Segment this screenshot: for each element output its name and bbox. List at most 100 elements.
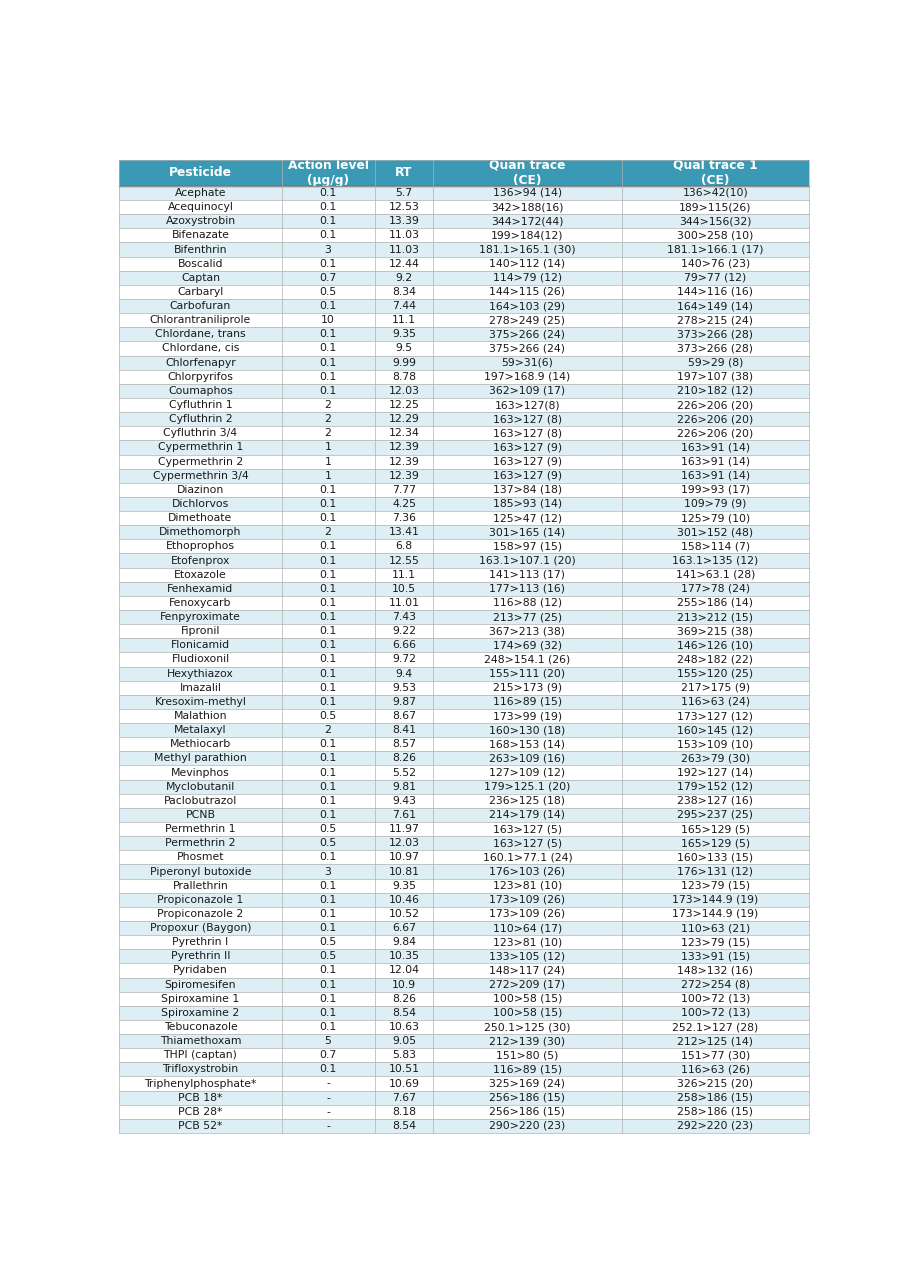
Text: 11.03: 11.03 xyxy=(389,244,419,255)
Bar xyxy=(433,553,622,567)
Text: Carbofuran: Carbofuran xyxy=(169,301,231,311)
Text: 0.1: 0.1 xyxy=(320,343,337,353)
Bar xyxy=(282,398,375,412)
Bar xyxy=(433,709,622,723)
Bar xyxy=(375,822,433,836)
Text: 0.1: 0.1 xyxy=(320,696,337,707)
Text: 173>144.9 (19): 173>144.9 (19) xyxy=(672,895,758,905)
Text: 8.57: 8.57 xyxy=(392,740,416,749)
Bar xyxy=(622,370,809,384)
Bar xyxy=(375,1076,433,1091)
Text: 59>31(6): 59>31(6) xyxy=(502,357,554,367)
Text: 1: 1 xyxy=(324,457,332,467)
Text: 0.5: 0.5 xyxy=(320,937,337,947)
Bar xyxy=(120,836,282,850)
Text: 0.1: 0.1 xyxy=(320,584,337,594)
Bar xyxy=(375,412,433,426)
Bar xyxy=(120,695,282,709)
Text: Etoxazole: Etoxazole xyxy=(174,570,226,580)
Text: 0.1: 0.1 xyxy=(320,768,337,777)
Text: 165>129 (5): 165>129 (5) xyxy=(680,824,750,835)
Text: 181.1>165.1 (30): 181.1>165.1 (30) xyxy=(479,244,575,255)
Text: 325>169 (24): 325>169 (24) xyxy=(489,1079,565,1088)
Bar xyxy=(622,950,809,964)
Text: 0.1: 0.1 xyxy=(320,230,337,241)
Text: Action level
(μg/g): Action level (μg/g) xyxy=(287,159,369,187)
Text: 199>93 (17): 199>93 (17) xyxy=(680,485,750,495)
Text: 136>94 (14): 136>94 (14) xyxy=(493,188,562,198)
Bar xyxy=(282,978,375,992)
Text: 0.1: 0.1 xyxy=(320,513,337,524)
Text: Methyl parathion: Methyl parathion xyxy=(154,754,246,763)
Text: 212>125 (14): 212>125 (14) xyxy=(678,1036,754,1046)
Text: 144>115 (26): 144>115 (26) xyxy=(489,287,565,297)
Bar xyxy=(375,200,433,214)
Text: 9.81: 9.81 xyxy=(392,782,416,792)
Text: 12.29: 12.29 xyxy=(389,415,419,424)
Bar xyxy=(282,328,375,342)
Bar xyxy=(433,978,622,992)
Bar xyxy=(282,611,375,625)
Bar xyxy=(433,300,622,314)
Bar xyxy=(375,567,433,581)
Bar xyxy=(120,709,282,723)
Text: Pyridaben: Pyridaben xyxy=(173,965,228,975)
Bar xyxy=(120,808,282,822)
Bar xyxy=(282,822,375,836)
Text: 11.03: 11.03 xyxy=(389,230,419,241)
Bar xyxy=(433,1076,622,1091)
Bar xyxy=(120,964,282,978)
Bar xyxy=(282,370,375,384)
Text: Permethrin 2: Permethrin 2 xyxy=(165,838,236,849)
Text: 272>254 (8): 272>254 (8) xyxy=(680,979,750,989)
Text: 256>186 (15): 256>186 (15) xyxy=(489,1093,565,1102)
Bar xyxy=(433,228,622,242)
Text: Pesticide: Pesticide xyxy=(169,166,232,179)
Bar xyxy=(433,483,622,497)
Bar xyxy=(375,497,433,511)
Text: 79>77 (12): 79>77 (12) xyxy=(684,273,747,283)
Bar xyxy=(433,497,622,511)
Text: Chlordane, trans: Chlordane, trans xyxy=(155,329,246,339)
Text: 367>213 (38): 367>213 (38) xyxy=(489,626,565,636)
Text: 0.5: 0.5 xyxy=(320,710,337,721)
Text: 9.72: 9.72 xyxy=(392,654,416,664)
Bar xyxy=(120,1091,282,1105)
Bar xyxy=(282,639,375,653)
Bar xyxy=(282,922,375,936)
Bar xyxy=(433,836,622,850)
Bar xyxy=(433,454,622,468)
Bar xyxy=(120,581,282,596)
Bar xyxy=(282,625,375,639)
Text: 10.63: 10.63 xyxy=(389,1021,419,1032)
Text: 0.5: 0.5 xyxy=(320,287,337,297)
Bar xyxy=(282,1034,375,1048)
Bar xyxy=(282,468,375,483)
Bar xyxy=(622,567,809,581)
Text: 5.52: 5.52 xyxy=(392,768,416,777)
Bar xyxy=(282,906,375,922)
Bar xyxy=(433,751,622,765)
Bar xyxy=(375,892,433,906)
Text: 160>130 (18): 160>130 (18) xyxy=(489,726,565,735)
Bar xyxy=(433,780,622,794)
Text: 0.1: 0.1 xyxy=(320,570,337,580)
Text: 0.1: 0.1 xyxy=(320,259,337,269)
Text: 9.4: 9.4 xyxy=(395,668,412,678)
Bar xyxy=(622,483,809,497)
Text: 2: 2 xyxy=(324,401,332,410)
Text: Boscalid: Boscalid xyxy=(178,259,223,269)
Text: 12.39: 12.39 xyxy=(389,443,419,452)
Text: Chlorpyrifos: Chlorpyrifos xyxy=(168,371,234,381)
Text: 165>129 (5): 165>129 (5) xyxy=(680,838,750,849)
Bar xyxy=(120,285,282,300)
Text: Spiroxamine 1: Spiroxamine 1 xyxy=(161,993,239,1004)
Text: Imazalil: Imazalil xyxy=(179,682,221,692)
Text: 11.01: 11.01 xyxy=(389,598,419,608)
Bar xyxy=(375,370,433,384)
Bar xyxy=(622,964,809,978)
Text: Carbaryl: Carbaryl xyxy=(178,287,224,297)
Text: 160>133 (15): 160>133 (15) xyxy=(678,852,754,863)
Bar xyxy=(622,836,809,850)
Bar xyxy=(433,667,622,681)
